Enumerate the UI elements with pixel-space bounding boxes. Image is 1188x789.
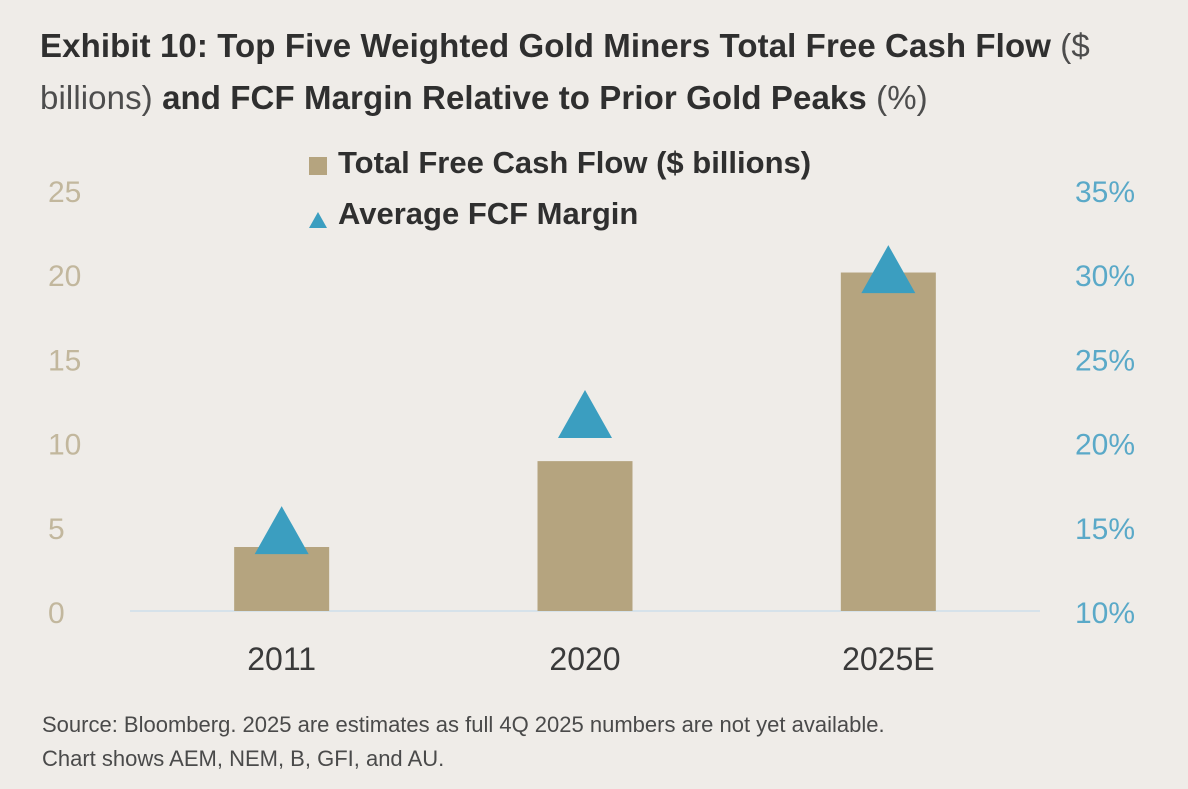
triangle-marker-2025E (861, 245, 916, 294)
chart-title: Exhibit 10: Top Five Weighted Gold Miner… (40, 20, 1150, 124)
triangle-marker-2011 (254, 506, 309, 555)
title-main-2: and FCF Margin Relative to Prior Gold Pe… (162, 79, 867, 116)
bar-2020 (537, 461, 633, 611)
left-y-axis: 0 5 10 15 20 25 (48, 176, 81, 630)
title-unit-1: ($ billions) (40, 27, 1090, 116)
legend: Total Free Cash Flow ($ billions) Average… (309, 145, 811, 231)
right-tick-label: 25% (1075, 344, 1135, 377)
triangle-series (254, 245, 916, 555)
left-tick-label: 5 (48, 513, 65, 546)
x-tick-label: 2011 (247, 641, 316, 677)
left-tick-label: 10 (48, 429, 81, 462)
right-tick-label: 35% (1075, 176, 1135, 209)
right-tick-label: 30% (1075, 260, 1135, 293)
left-tick-label: 0 (48, 597, 65, 630)
source-line-1: Source: Bloomberg. 2025 are estimates as… (42, 712, 885, 737)
x-tick-label: 2020 (549, 641, 620, 677)
right-tick-label: 20% (1075, 429, 1135, 462)
bar-2011 (234, 547, 330, 611)
right-tick-label: 15% (1075, 513, 1135, 546)
legend-bar-swatch (309, 157, 327, 175)
triangle-marker-2020 (558, 389, 612, 438)
bars-series (234, 272, 936, 611)
left-tick-label: 15 (48, 344, 81, 377)
right-y-axis: 10% 15% 20% 25% 30% 35% (1075, 176, 1135, 630)
legend-bar-label: Total Free Cash Flow ($ billions) (338, 145, 811, 180)
title-main-1: Exhibit 10: Top Five Weighted Gold Miner… (40, 27, 1051, 64)
legend-triangle-swatch (309, 212, 327, 228)
x-tick-label: 2025E (842, 641, 935, 677)
source-note: Source: Bloomberg. 2025 are estimates as… (42, 708, 1162, 776)
right-tick-label: 10% (1075, 597, 1135, 630)
source-line-2: Chart shows AEM, NEM, B, GFI, and AU. (42, 746, 445, 771)
x-axis-labels: 2011 2020 2025E (247, 641, 934, 677)
left-tick-label: 20 (48, 260, 81, 293)
legend-triangle-label: Average FCF Margin (338, 196, 638, 231)
left-tick-label: 25 (48, 176, 81, 209)
bar-2025E (840, 272, 936, 611)
title-unit-2: (%) (876, 79, 928, 116)
